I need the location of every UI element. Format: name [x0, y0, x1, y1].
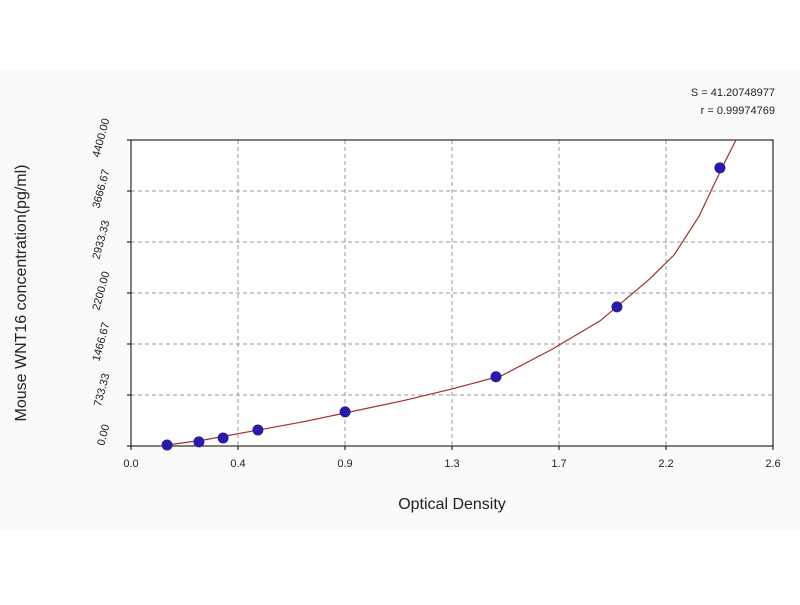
x-tick-label: 2.6: [765, 458, 780, 470]
fit-curve: [160, 139, 737, 447]
data-point: [252, 424, 264, 436]
data-point: [490, 371, 502, 383]
data-point: [193, 436, 205, 448]
data-point: [161, 439, 173, 451]
y-axis-title: Mouse WNT16 concentration(pg/ml): [13, 165, 30, 422]
data-point: [611, 301, 623, 313]
plot-border: [130, 139, 774, 447]
data-point: [714, 162, 726, 174]
x-tick-label: 0.9: [337, 458, 352, 470]
annotation: S = 41.20748977: [691, 87, 775, 99]
x-tick-label: 0.4: [230, 458, 245, 470]
annotation: r = 0.99974769: [701, 105, 775, 117]
x-tick-label: 1.7: [551, 458, 566, 470]
x-tick-label: 2.2: [658, 458, 673, 470]
x-axis-title: Optical Density: [398, 496, 506, 513]
y-tick-label: 0.00: [95, 423, 112, 447]
x-tick-label: 0.0: [123, 458, 138, 470]
data-point: [339, 406, 351, 418]
x-tick-label: 1.3: [444, 458, 459, 470]
data-point: [217, 432, 229, 444]
